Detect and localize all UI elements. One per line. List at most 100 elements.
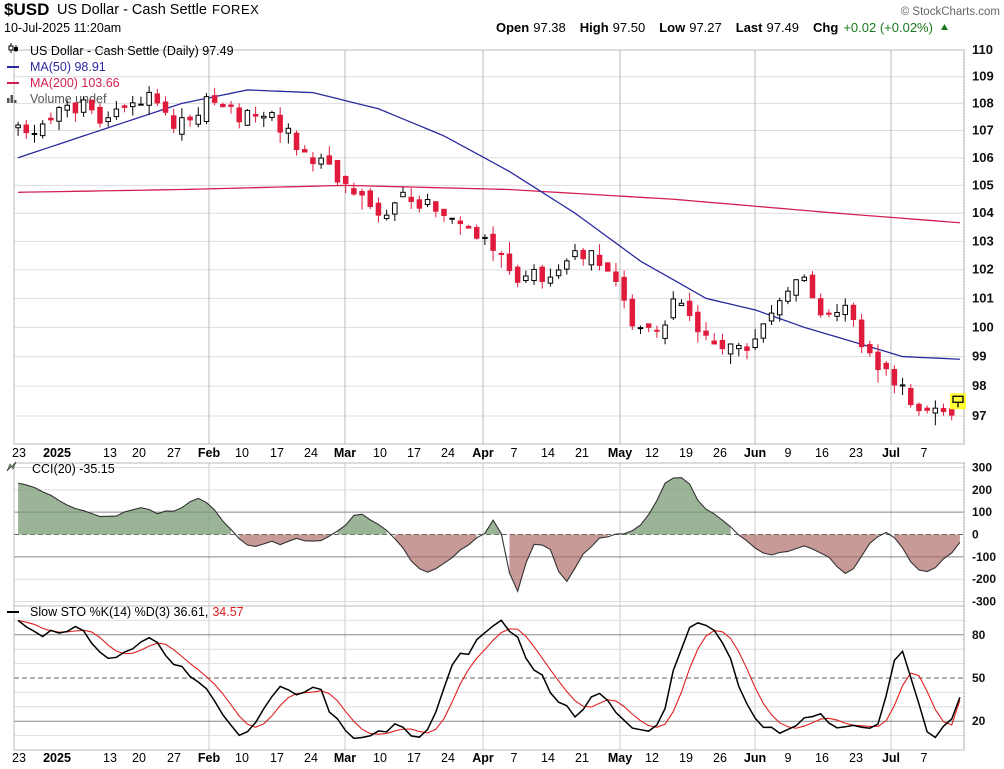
svg-text:17: 17 bbox=[270, 751, 284, 765]
svg-text:27: 27 bbox=[167, 751, 181, 765]
svg-text:CCI(20) -35.15: CCI(20) -35.15 bbox=[32, 462, 115, 476]
svg-text:104: 104 bbox=[972, 205, 994, 220]
svg-text:98: 98 bbox=[972, 378, 986, 393]
svg-text:19: 19 bbox=[679, 751, 693, 765]
svg-text:12: 12 bbox=[645, 751, 659, 765]
svg-text:14: 14 bbox=[541, 751, 555, 765]
svg-text:20: 20 bbox=[972, 714, 986, 728]
svg-text:80: 80 bbox=[972, 628, 986, 642]
svg-text:Chg: Chg bbox=[813, 20, 838, 35]
svg-text:Low: Low bbox=[659, 20, 686, 35]
svg-text:9: 9 bbox=[785, 751, 792, 765]
svg-text:16: 16 bbox=[815, 446, 829, 460]
svg-text:$USD: $USD bbox=[4, 0, 49, 19]
svg-text:+0.02 (+0.02%): +0.02 (+0.02%) bbox=[843, 20, 933, 35]
svg-text:10: 10 bbox=[235, 751, 249, 765]
svg-text:26: 26 bbox=[713, 751, 727, 765]
svg-text:21: 21 bbox=[575, 446, 589, 460]
svg-text:10: 10 bbox=[373, 751, 387, 765]
svg-text:Jul: Jul bbox=[882, 446, 900, 460]
svg-text:24: 24 bbox=[304, 751, 318, 765]
svg-text:97.27: 97.27 bbox=[689, 20, 722, 35]
svg-text:12: 12 bbox=[645, 446, 659, 460]
svg-text:103: 103 bbox=[972, 233, 994, 248]
svg-text:Jun: Jun bbox=[744, 446, 766, 460]
svg-text:100: 100 bbox=[972, 505, 992, 519]
svg-text:21: 21 bbox=[575, 751, 589, 765]
svg-text:Apr: Apr bbox=[472, 446, 494, 460]
svg-text:7: 7 bbox=[511, 446, 518, 460]
svg-text:-100: -100 bbox=[972, 550, 996, 564]
svg-text:High: High bbox=[580, 20, 609, 35]
svg-text:US Dollar - Cash Settle (Daily: US Dollar - Cash Settle (Daily) 97.49 bbox=[30, 44, 234, 58]
svg-text:© StockCharts.com: © StockCharts.com bbox=[901, 6, 1000, 18]
svg-text:102: 102 bbox=[972, 262, 994, 277]
svg-text:0: 0 bbox=[972, 528, 979, 542]
svg-text:20: 20 bbox=[132, 751, 146, 765]
svg-text:Jun: Jun bbox=[744, 751, 766, 765]
svg-text:97.50: 97.50 bbox=[613, 20, 646, 35]
svg-text:May: May bbox=[608, 751, 632, 765]
svg-text:MA(50) 98.91: MA(50) 98.91 bbox=[30, 60, 106, 74]
svg-text:20: 20 bbox=[132, 446, 146, 460]
svg-text:Feb: Feb bbox=[198, 751, 221, 765]
svg-text:13: 13 bbox=[103, 446, 117, 460]
svg-text:2025: 2025 bbox=[43, 751, 71, 765]
svg-text:108: 108 bbox=[972, 95, 994, 110]
svg-text:97.49: 97.49 bbox=[767, 20, 800, 35]
svg-text:106: 106 bbox=[972, 150, 994, 165]
svg-text:105: 105 bbox=[972, 177, 994, 192]
svg-text:99: 99 bbox=[972, 349, 986, 364]
svg-text:50: 50 bbox=[972, 671, 986, 685]
svg-text:24: 24 bbox=[304, 446, 318, 460]
svg-text:10-Jul-2025 11:20am: 10-Jul-2025 11:20am bbox=[4, 21, 121, 35]
svg-text:17: 17 bbox=[407, 751, 421, 765]
svg-text:Slow STO %K(14) %D(3) 36.61,: Slow STO %K(14) %D(3) 36.61, bbox=[30, 605, 208, 619]
svg-text:24: 24 bbox=[441, 446, 455, 460]
svg-text:Jul: Jul bbox=[882, 751, 900, 765]
svg-text:Feb: Feb bbox=[198, 446, 221, 460]
svg-text:16: 16 bbox=[815, 751, 829, 765]
svg-text:10: 10 bbox=[373, 446, 387, 460]
svg-text:13: 13 bbox=[103, 751, 117, 765]
svg-text:May: May bbox=[608, 446, 632, 460]
svg-text:200: 200 bbox=[972, 483, 992, 497]
svg-text:97.38: 97.38 bbox=[533, 20, 566, 35]
svg-text:110: 110 bbox=[972, 42, 993, 57]
svg-text:23: 23 bbox=[12, 751, 26, 765]
svg-text:300: 300 bbox=[972, 460, 992, 474]
svg-text:100: 100 bbox=[972, 319, 994, 334]
svg-text:Apr: Apr bbox=[472, 751, 494, 765]
svg-text:23: 23 bbox=[849, 751, 863, 765]
svg-text:FOREX: FOREX bbox=[212, 2, 259, 17]
svg-text:-200: -200 bbox=[972, 572, 996, 586]
svg-text:19: 19 bbox=[679, 446, 693, 460]
svg-text:2025: 2025 bbox=[43, 446, 71, 460]
svg-text:23: 23 bbox=[12, 446, 26, 460]
svg-text:Mar: Mar bbox=[334, 751, 356, 765]
svg-text:Mar: Mar bbox=[334, 446, 356, 460]
svg-text:109: 109 bbox=[972, 69, 994, 84]
svg-text:9: 9 bbox=[785, 446, 792, 460]
svg-text:10: 10 bbox=[235, 446, 249, 460]
svg-text:101: 101 bbox=[972, 290, 994, 305]
svg-text:7: 7 bbox=[921, 446, 928, 460]
svg-text:MA(200) 103.66: MA(200) 103.66 bbox=[30, 76, 120, 90]
svg-text:107: 107 bbox=[972, 122, 994, 137]
svg-text:27: 27 bbox=[167, 446, 181, 460]
svg-text:US Dollar - Cash Settle: US Dollar - Cash Settle bbox=[57, 2, 207, 18]
svg-text:Last: Last bbox=[736, 20, 763, 35]
svg-text:-300: -300 bbox=[972, 595, 996, 609]
svg-text:7: 7 bbox=[511, 751, 518, 765]
svg-text:23: 23 bbox=[849, 446, 863, 460]
svg-text:14: 14 bbox=[541, 446, 555, 460]
svg-text:97: 97 bbox=[972, 408, 986, 423]
svg-text:7: 7 bbox=[921, 751, 928, 765]
svg-text:17: 17 bbox=[407, 446, 421, 460]
svg-text:17: 17 bbox=[270, 446, 284, 460]
svg-text:Open: Open bbox=[496, 20, 529, 35]
svg-text:26: 26 bbox=[713, 446, 727, 460]
svg-text:24: 24 bbox=[441, 751, 455, 765]
svg-text:34.57: 34.57 bbox=[212, 605, 243, 619]
svg-text:Volume undef: Volume undef bbox=[30, 92, 107, 106]
